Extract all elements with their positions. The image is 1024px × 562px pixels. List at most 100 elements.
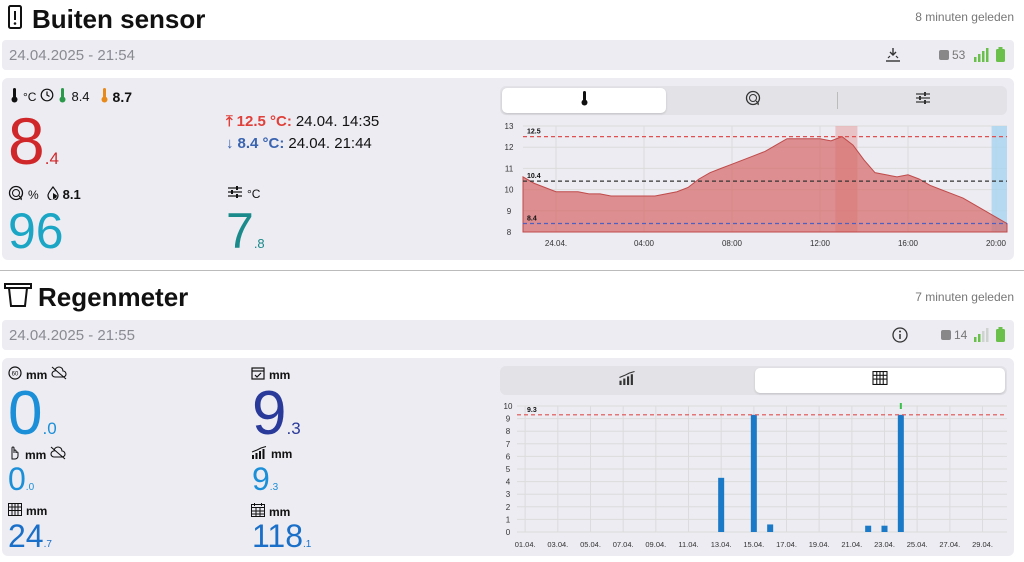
rain-bar <box>750 414 757 532</box>
feels-like-value: 8.7 <box>112 88 133 105</box>
y-tick-label: 10 <box>504 402 513 411</box>
humidity-gauge-icon <box>745 90 761 111</box>
history-clock-icon <box>40 88 54 105</box>
info-icon[interactable] <box>892 327 908 348</box>
temp-chart-tabs <box>500 86 1007 115</box>
week-grid-icon <box>8 503 22 519</box>
tab-cumulative[interactable] <box>502 368 752 393</box>
sliders-icon <box>915 91 931 110</box>
y-tick-label: 5 <box>506 465 511 474</box>
y-tick-label: 11 <box>505 164 514 173</box>
reference-label: 12.5 <box>527 129 541 136</box>
x-tick-label: 01.04. <box>515 540 536 549</box>
month-calendar-icon <box>251 503 265 520</box>
tab-calendar[interactable] <box>755 368 1005 393</box>
x-tick-label: 17.04. <box>776 540 797 549</box>
sensor-status-bar: 24.04.2025 - 21:54 53 <box>2 40 1014 70</box>
rain-hour-unit: mm <box>25 447 47 462</box>
rising-bars-icon <box>618 371 636 390</box>
svg-text:60: 60 <box>12 372 19 378</box>
solar-icon[interactable] <box>884 46 902 69</box>
x-tick-label: 21.04. <box>841 540 862 549</box>
rain-day-unit: mm <box>269 367 291 382</box>
x-tick-label: 15.04. <box>743 540 764 549</box>
rain-cumulative-value: 9 .3 <box>252 463 278 495</box>
humidity-extra-value: 8.1 <box>62 187 81 202</box>
rain-hour-label-row: mm <box>8 446 66 463</box>
temp-min-row: ↓ 8.4 °C: 24.04. 21:44 <box>226 135 372 152</box>
arrow-up-icon: ⤒ <box>226 113 233 130</box>
rain-hour-value: 0 .0 <box>8 463 34 495</box>
x-tick-label: 13.04. <box>711 540 732 549</box>
rain-day-decimal: .3 <box>286 419 301 438</box>
temperature-area <box>522 136 1008 233</box>
sensor-chip-icon <box>939 50 949 60</box>
temp-unit: °C <box>23 89 37 104</box>
sensor-timestamp: 24.04.2025 - 21:54 <box>9 47 135 64</box>
arrow-down-icon: ↓ <box>226 135 234 152</box>
tab-temperature[interactable] <box>502 88 666 113</box>
sensor-updated-ago: 8 minuten geleden <box>915 10 1014 24</box>
current-highlight-band <box>991 126 1007 232</box>
rain-chart[interactable]: 0 1 2 3 4 5 6 7 8 9 10 01.04. 03.04. 05.04. 07.04. 09.0… <box>495 398 1015 554</box>
temperature-value: 8 .4 <box>8 108 59 174</box>
calendar-grid-icon <box>872 371 888 390</box>
rain-month-decimal: .1 <box>303 539 312 550</box>
rain-header: Regenmeter <box>4 282 188 312</box>
pressure-label-row: °C <box>227 185 260 202</box>
section-divider <box>0 270 1024 271</box>
rain-rate-decimal: .0 <box>42 419 57 438</box>
x-tick-label: 03.04. <box>547 540 568 549</box>
sensor-title: Buiten sensor <box>32 3 206 34</box>
x-tick-label: 12:00 <box>810 239 831 248</box>
battery-icon <box>996 327 1005 347</box>
x-tick-label: 20:00 <box>986 239 1007 248</box>
rain-cumulative-decimal: .3 <box>269 482 279 493</box>
rain-cumulative-integer: 9 <box>252 461 270 497</box>
rain-day-value: 9 .3 <box>252 383 301 445</box>
calendar-check-icon <box>251 366 265 383</box>
signal-icon <box>974 47 990 67</box>
x-tick-label: 05.04. <box>580 540 601 549</box>
rain-bar <box>865 525 872 532</box>
rain-bar <box>718 477 725 532</box>
tab-humidity[interactable] <box>670 88 836 113</box>
rain-status-bar: 24.04.2025 - 21:55 14 <box>2 320 1014 350</box>
rain-rate-value: 0 .0 <box>8 383 57 445</box>
timer-60-icon: 60 <box>8 366 22 383</box>
y-tick-label: 7 <box>506 440 511 449</box>
temperature-chart[interactable]: 8 9 10 11 12 13 24.04. 04:00 08:00 12:00 16:00 20:0… <box>495 118 1015 256</box>
rain-week-decimal: .7 <box>43 539 52 550</box>
rain-week-label-row: mm <box>8 503 47 519</box>
temp-max-time: 24.04. 14:35 <box>295 113 380 130</box>
tab-sliders[interactable] <box>840 88 1005 113</box>
y-tick-label: 9 <box>507 207 512 216</box>
rain-month-unit: mm <box>269 504 291 519</box>
water-drop-icon <box>47 186 59 203</box>
dewpoint-thermometer-icon <box>58 87 67 106</box>
no-rain-cloud-icon <box>51 366 67 383</box>
reference-label: 10.4 <box>527 173 541 180</box>
sliders-icon <box>227 185 243 202</box>
rain-gauge-icon <box>4 282 32 313</box>
y-tick-label: 4 <box>506 478 511 487</box>
rain-cumulative-label-row: mm <box>251 446 292 462</box>
pressure-decimal: .8 <box>253 236 265 251</box>
rain-cumulative-unit: mm <box>271 447 293 461</box>
humidity-unit: % <box>28 187 39 202</box>
temp-min-time: 24.04. 21:44 <box>288 135 372 152</box>
y-tick-label: 1 <box>506 515 511 524</box>
rain-hour-decimal: .0 <box>25 482 35 493</box>
y-tick-label: 8 <box>507 228 512 237</box>
x-tick-label: 19.04. <box>809 540 830 549</box>
reference-label: 9.3 <box>527 407 537 414</box>
thermometer-icon <box>10 87 19 106</box>
rain-title: Regenmeter <box>38 281 189 312</box>
x-tick-label: 09.04. <box>645 540 666 549</box>
temperature-label-row: °C 8.4 8.7 <box>10 87 132 106</box>
x-tick-label: 25.04. <box>907 540 928 549</box>
x-tick-label: 27.04. <box>939 540 960 549</box>
temp-decimal: .4 <box>44 149 59 168</box>
x-tick-label: 29.04. <box>972 540 993 549</box>
rain-rate-integer: 0 <box>8 379 43 448</box>
